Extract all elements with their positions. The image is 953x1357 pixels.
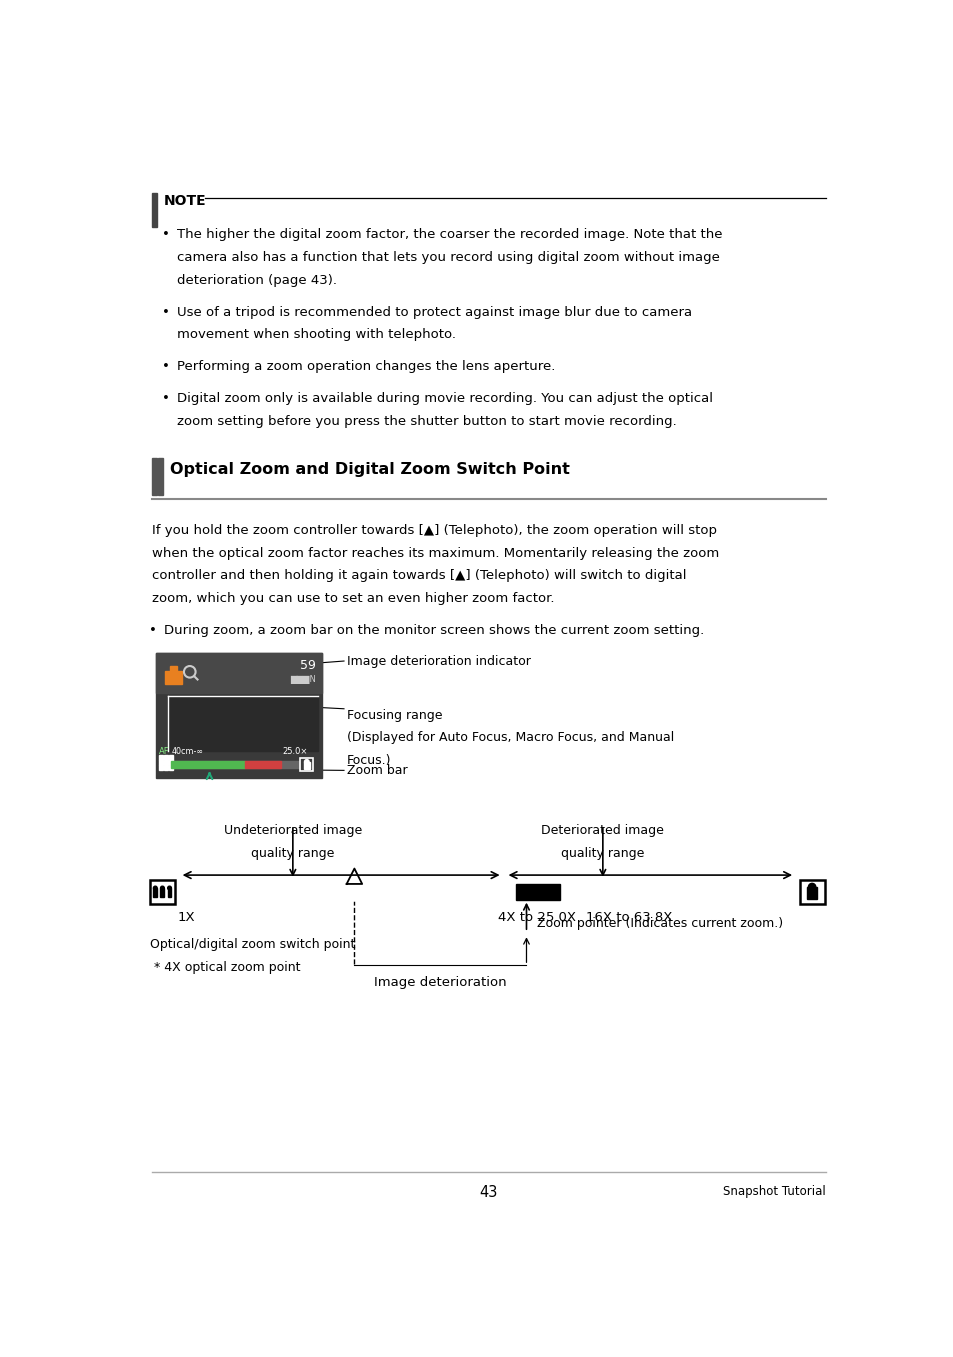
Text: Undeteriorated image: Undeteriorated image bbox=[224, 824, 361, 837]
Text: 4X to 25.0X: 4X to 25.0X bbox=[497, 911, 576, 924]
Text: movement when shooting with telephoto.: movement when shooting with telephoto. bbox=[176, 328, 456, 342]
Text: Deteriorated image: Deteriorated image bbox=[541, 824, 663, 837]
Bar bbox=[171, 761, 298, 768]
Text: Snapshot Tutorial: Snapshot Tutorial bbox=[722, 1185, 825, 1198]
Circle shape bbox=[153, 886, 157, 890]
Text: Optical Zoom and Digital Zoom Switch Point: Optical Zoom and Digital Zoom Switch Poi… bbox=[171, 461, 570, 476]
Bar bbox=[158, 756, 163, 760]
Text: 59: 59 bbox=[300, 658, 315, 672]
Bar bbox=[168, 889, 172, 897]
Text: * 4X optical zoom point: * 4X optical zoom point bbox=[150, 961, 300, 974]
Text: quality range: quality range bbox=[560, 847, 644, 860]
Circle shape bbox=[304, 760, 309, 764]
Text: deterioration (page 43).: deterioration (page 43). bbox=[176, 274, 336, 286]
Text: 1X: 1X bbox=[177, 911, 194, 924]
Text: Optical/digital zoom switch point: Optical/digital zoom switch point bbox=[150, 938, 355, 951]
Text: During zoom, a zoom bar on the monitor screen shows the current zoom setting.: During zoom, a zoom bar on the monitor s… bbox=[164, 624, 703, 636]
Bar bbox=[158, 457, 163, 495]
Bar bbox=[799, 879, 823, 904]
Bar bbox=[164, 756, 168, 760]
Text: Focus.): Focus.) bbox=[347, 754, 391, 767]
Bar bbox=[245, 761, 281, 768]
Bar bbox=[158, 765, 163, 769]
Text: •: • bbox=[162, 305, 170, 319]
Text: Use of a tripod is recommended to protect against image blur due to camera: Use of a tripod is recommended to protec… bbox=[176, 305, 691, 319]
Bar bbox=[152, 193, 156, 227]
Bar bbox=[164, 760, 168, 764]
Text: quality range: quality range bbox=[251, 847, 335, 860]
Text: •: • bbox=[162, 228, 170, 242]
Text: when the optical zoom factor reaches its maximum. Momentarily releasing the zoom: when the optical zoom factor reaches its… bbox=[152, 547, 719, 559]
Bar bbox=[164, 765, 168, 769]
Bar bbox=[178, 885, 796, 900]
Text: Image deterioration: Image deterioration bbox=[374, 976, 506, 989]
Bar bbox=[168, 696, 317, 752]
Text: camera also has a function that lets you record using digital zoom without image: camera also has a function that lets you… bbox=[176, 251, 719, 265]
Text: NOTE: NOTE bbox=[164, 194, 207, 209]
Text: AF: AF bbox=[158, 746, 170, 756]
Circle shape bbox=[168, 886, 172, 890]
Text: zoom setting before you press the shutter button to start movie recording.: zoom setting before you press the shutte… bbox=[176, 415, 676, 427]
Bar bbox=[150, 879, 174, 904]
Text: Zoom pointer (Indicates current zoom.): Zoom pointer (Indicates current zoom.) bbox=[537, 917, 782, 930]
Text: •: • bbox=[162, 361, 170, 373]
Text: •: • bbox=[162, 392, 170, 406]
Bar bbox=[304, 761, 309, 769]
Text: Performing a zoom operation changes the lens aperture.: Performing a zoom operation changes the … bbox=[176, 361, 555, 373]
Text: zoom, which you can use to set an even higher zoom factor.: zoom, which you can use to set an even h… bbox=[152, 592, 554, 605]
Text: (Displayed for Auto Focus, Macro Focus, and Manual: (Displayed for Auto Focus, Macro Focus, … bbox=[347, 731, 674, 745]
Bar bbox=[155, 653, 322, 693]
Bar bbox=[169, 765, 172, 769]
Text: ███N: ███N bbox=[290, 674, 315, 684]
Bar bbox=[171, 761, 245, 768]
Text: Digital zoom only is available during movie recording. You can adjust the optica: Digital zoom only is available during mo… bbox=[176, 392, 712, 406]
Circle shape bbox=[160, 886, 164, 890]
Bar bbox=[152, 457, 156, 495]
Bar bbox=[160, 889, 164, 897]
Text: The higher the digital zoom factor, the coarser the recorded image. Note that th: The higher the digital zoom factor, the … bbox=[176, 228, 721, 242]
Bar bbox=[169, 760, 172, 764]
Text: 25.0×: 25.0× bbox=[282, 746, 307, 756]
Bar bbox=[300, 757, 313, 771]
Bar bbox=[516, 885, 559, 900]
Text: Image deterioration indicator: Image deterioration indicator bbox=[347, 654, 531, 668]
Text: If you hold the zoom controller towards [▲] (Telephoto), the zoom operation will: If you hold the zoom controller towards … bbox=[152, 524, 716, 537]
Bar bbox=[806, 887, 817, 898]
Bar bbox=[165, 672, 182, 684]
Bar bbox=[153, 889, 157, 897]
Text: 40cm-∞: 40cm-∞ bbox=[171, 746, 203, 756]
Bar bbox=[171, 666, 176, 672]
Bar bbox=[169, 756, 172, 760]
Bar bbox=[155, 653, 322, 778]
Text: •: • bbox=[150, 624, 157, 636]
Text: 16X to 63.8X: 16X to 63.8X bbox=[586, 911, 672, 924]
Circle shape bbox=[807, 883, 815, 890]
Text: controller and then holding it again towards [▲] (Telephoto) will switch to digi: controller and then holding it again tow… bbox=[152, 570, 685, 582]
Text: 43: 43 bbox=[479, 1185, 497, 1200]
Text: Focusing range: Focusing range bbox=[347, 708, 442, 722]
Text: Zoom bar: Zoom bar bbox=[347, 764, 407, 776]
Bar bbox=[158, 760, 163, 764]
